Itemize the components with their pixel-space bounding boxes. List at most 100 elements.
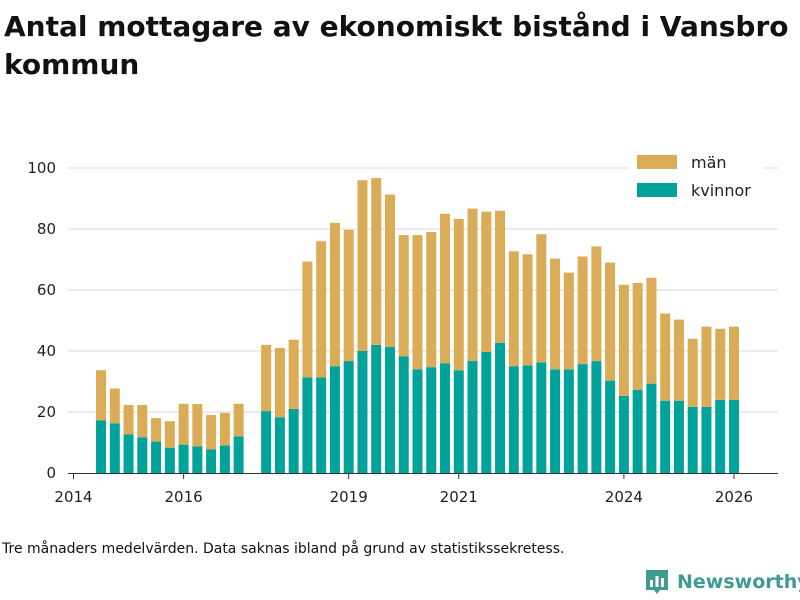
bar-man bbox=[96, 370, 107, 421]
bar-kvinnor bbox=[522, 365, 533, 473]
bar-kvinnor bbox=[618, 395, 629, 473]
bar-kvinnor bbox=[384, 347, 395, 473]
x-tick-label: 2026 bbox=[715, 488, 753, 506]
bar-kvinnor bbox=[288, 408, 299, 473]
gridlines bbox=[68, 167, 778, 413]
bar-man bbox=[701, 326, 712, 407]
bar-kvinnor bbox=[192, 446, 203, 473]
bar-man bbox=[343, 229, 354, 362]
bar-kvinnor bbox=[233, 436, 244, 473]
legend-swatch-kvinnor bbox=[637, 183, 677, 197]
bar-man bbox=[384, 194, 395, 348]
bar-man bbox=[151, 418, 162, 442]
legend-label: män bbox=[691, 153, 727, 172]
bar-man bbox=[137, 404, 148, 438]
bar-kvinnor bbox=[536, 362, 547, 473]
bar-man bbox=[357, 180, 368, 351]
bar-kvinnor bbox=[728, 399, 739, 473]
y-tick-label: 0 bbox=[46, 464, 56, 482]
bar-man bbox=[687, 338, 698, 407]
bar-kvinnor bbox=[605, 380, 616, 473]
bar-kvinnor bbox=[660, 400, 671, 473]
bar-kvinnor bbox=[701, 406, 712, 473]
bar-kvinnor bbox=[371, 344, 382, 473]
legend-swatch-man bbox=[637, 155, 677, 169]
bar-kvinnor bbox=[96, 420, 107, 473]
bar-man bbox=[563, 272, 574, 370]
bar-man bbox=[274, 347, 285, 418]
y-tick-label: 100 bbox=[27, 159, 56, 177]
bars bbox=[96, 178, 739, 473]
bar-kvinnor bbox=[577, 364, 588, 473]
bar-kvinnor bbox=[329, 366, 340, 473]
bar-man bbox=[178, 403, 189, 445]
bar-kvinnor bbox=[467, 361, 478, 473]
bar-kvinnor bbox=[687, 406, 698, 473]
bar-man bbox=[618, 284, 629, 396]
x-tick-label: 2021 bbox=[440, 488, 478, 506]
bar-man bbox=[715, 328, 726, 400]
bar-kvinnor bbox=[316, 377, 327, 473]
bar-man bbox=[329, 222, 340, 367]
bar-chart-logo-icon bbox=[646, 570, 668, 594]
y-tick-label: 20 bbox=[37, 403, 56, 421]
bar-kvinnor bbox=[398, 356, 409, 473]
y-tick-label: 60 bbox=[37, 281, 56, 299]
bar-kvinnor bbox=[481, 351, 492, 473]
bar-kvinnor bbox=[591, 361, 602, 473]
bar-kvinnor bbox=[453, 370, 464, 473]
bar-man bbox=[219, 412, 230, 446]
bar-man bbox=[398, 235, 409, 357]
bar-kvinnor bbox=[646, 383, 657, 473]
bar-man bbox=[288, 339, 299, 409]
y-tick-label: 80 bbox=[37, 220, 56, 238]
bar-man bbox=[302, 261, 313, 378]
legend: män kvinnor bbox=[628, 148, 764, 204]
bar-kvinnor bbox=[563, 369, 574, 473]
bar-kvinnor bbox=[137, 437, 148, 473]
bar-man bbox=[233, 403, 244, 437]
bar-man bbox=[495, 210, 506, 343]
bar-man bbox=[536, 234, 547, 363]
bar-kvinnor bbox=[219, 445, 230, 473]
legend-label: kvinnor bbox=[691, 181, 751, 200]
x-tick-label: 2019 bbox=[330, 488, 368, 506]
bar-man bbox=[522, 254, 533, 366]
bar-man bbox=[261, 344, 272, 412]
bar-kvinnor bbox=[302, 377, 313, 473]
bar-man bbox=[440, 213, 451, 364]
chart-title: Antal mottagare av ekonomiskt bistånd i … bbox=[4, 10, 789, 81]
bar-man bbox=[673, 319, 684, 401]
bar-kvinnor bbox=[673, 400, 684, 473]
bar-kvinnor bbox=[178, 444, 189, 473]
bar-man bbox=[316, 241, 327, 378]
bar-kvinnor bbox=[715, 399, 726, 473]
bar-man bbox=[206, 415, 217, 450]
bar-man bbox=[412, 235, 423, 370]
x-tick-label: 2014 bbox=[54, 488, 92, 506]
bar-kvinnor bbox=[495, 342, 506, 473]
brand: Newsworthy bbox=[644, 568, 800, 596]
bar-kvinnor bbox=[261, 411, 272, 473]
y-tick-label: 40 bbox=[37, 342, 56, 360]
bar-man bbox=[591, 246, 602, 362]
bar-man bbox=[481, 211, 492, 352]
bar-kvinnor bbox=[151, 441, 162, 473]
bar-man bbox=[371, 178, 382, 345]
bar-man bbox=[164, 421, 175, 448]
bar-kvinnor bbox=[426, 367, 437, 473]
bar-kvinnor bbox=[632, 389, 643, 473]
axes: 0 20 40 60 80 100 2014 2016 2019 2021 2024 2026 bbox=[27, 159, 778, 506]
bar-man bbox=[577, 256, 588, 365]
bar-man bbox=[660, 313, 671, 401]
bar-kvinnor bbox=[357, 351, 368, 473]
bar-man bbox=[550, 258, 561, 370]
bar-man bbox=[508, 251, 519, 367]
bar-kvinnor bbox=[164, 447, 175, 473]
bar-kvinnor bbox=[440, 363, 451, 473]
x-tick-label: 2016 bbox=[164, 488, 202, 506]
bar-kvinnor bbox=[206, 449, 217, 473]
bar-kvinnor bbox=[109, 423, 120, 473]
bar-man bbox=[646, 277, 657, 384]
bar-kvinnor bbox=[343, 361, 354, 473]
